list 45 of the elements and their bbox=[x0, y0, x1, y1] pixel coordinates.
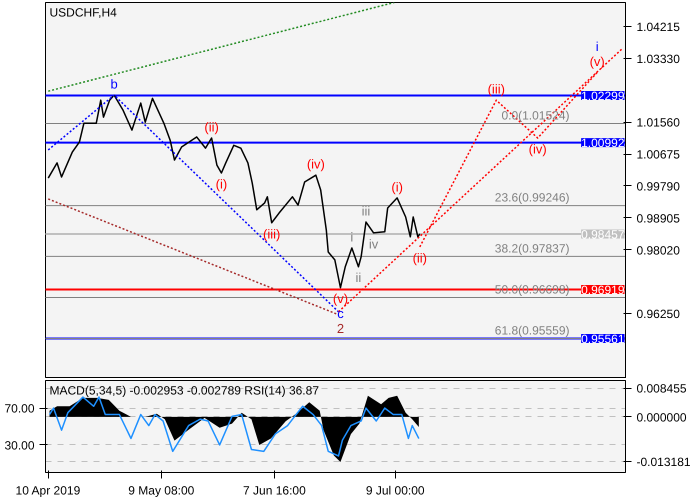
annotation: (iii) bbox=[488, 82, 505, 97]
annotation: (i) bbox=[391, 179, 403, 194]
y2-tick-label: 30.00 bbox=[4, 438, 35, 452]
y-tick-label: 0.98020 bbox=[636, 243, 680, 258]
annotation: i bbox=[596, 38, 599, 54]
annotation: (iv) bbox=[528, 142, 547, 157]
y-tick-label: 0.008455 bbox=[636, 382, 687, 396]
y-tick-label: 1.00675 bbox=[636, 148, 680, 162]
y-tick-label: 0.000000 bbox=[636, 410, 687, 424]
ref-line-label: 61.8(0.95559) bbox=[494, 324, 570, 338]
annotation: iv bbox=[368, 236, 379, 252]
ref-line-label: 0.98457 bbox=[581, 228, 625, 242]
annotation: (ii) bbox=[412, 250, 428, 266]
chart-title: USDCHF,H4 bbox=[50, 6, 118, 20]
ref-line-label: 1.02299 bbox=[581, 89, 625, 104]
annotation: iii bbox=[362, 204, 370, 219]
y-tick-label: 0.99790 bbox=[636, 179, 680, 194]
annotation: (iii) bbox=[263, 226, 280, 242]
annotation: (i) bbox=[216, 176, 228, 192]
annotation: b bbox=[110, 76, 118, 92]
y2-tick-label: 70.00 bbox=[4, 402, 35, 416]
x-tick-label: 9 Jul 00:00 bbox=[366, 484, 425, 498]
annotation: 2 bbox=[336, 321, 344, 336]
x-tick-label: 9 May 08:00 bbox=[128, 484, 195, 498]
annotation: (v) bbox=[590, 54, 605, 69]
x-tick-label: 7 Jun 16:00 bbox=[243, 484, 306, 498]
ref-line-label: 38.2(0.97837) bbox=[494, 241, 570, 256]
y-tick-label: 1.03330 bbox=[636, 52, 680, 66]
ref-line-label: 1.00992 bbox=[581, 136, 625, 150]
chart-title: MACD(5,34,5) -0.002953 -0.002789 RSI(14) 36.87 bbox=[50, 384, 320, 398]
annotation: i bbox=[350, 230, 354, 244]
annotation: (v) bbox=[332, 291, 348, 306]
ref-line-label: 0.95561 bbox=[581, 332, 625, 346]
y-tick-label: 0.96250 bbox=[636, 307, 680, 322]
y-tick-label: 1.01560 bbox=[636, 116, 680, 130]
y-tick-label: -0.013181 bbox=[636, 455, 691, 470]
annotation: c bbox=[337, 306, 344, 322]
annotation: (ii) bbox=[204, 120, 219, 135]
x-tick-label: 10 Apr 2019 bbox=[16, 484, 81, 498]
annotation: (iv) bbox=[306, 156, 325, 172]
y-tick-label: 1.04215 bbox=[636, 20, 680, 34]
ref-line-label: 23.6(0.99246) bbox=[494, 190, 570, 205]
y-tick-label: 0.98905 bbox=[636, 211, 680, 226]
annotation: ii bbox=[356, 270, 362, 286]
ref-line-label: 0.96919 bbox=[581, 282, 625, 297]
